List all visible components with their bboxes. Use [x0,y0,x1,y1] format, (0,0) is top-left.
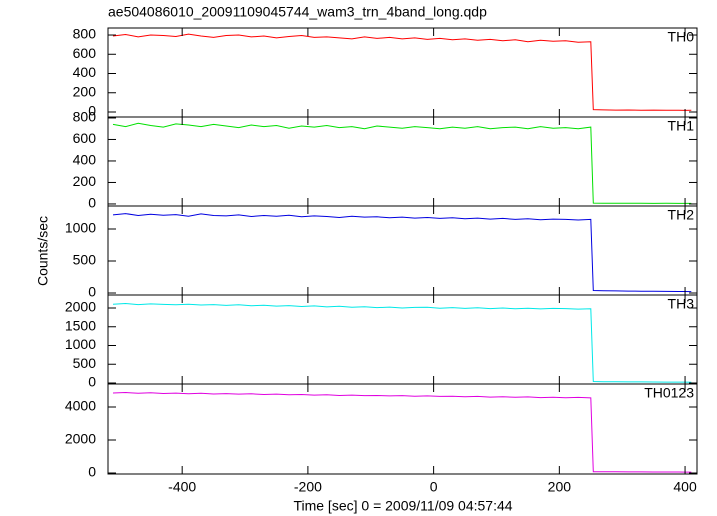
y-tick-label: 1500 [65,317,96,333]
panel-label: TH0123 [644,385,694,401]
panel-label: TH3 [668,296,695,312]
y-tick-label: 800 [73,109,97,125]
y-tick-label: 800 [73,26,97,42]
y-tick-label: 0 [88,284,96,300]
data-line [112,391,692,473]
y-tick-label: 2000 [65,299,96,315]
x-tick-label: 400 [673,479,697,495]
data-line [112,213,692,293]
x-tick-label: 0 [430,479,438,495]
y-tick-label: 4000 [65,398,96,414]
data-line [112,122,692,204]
panel-label: TH1 [668,118,695,134]
data-line [112,302,692,383]
panel-frame [107,116,698,207]
x-tick-label: 200 [548,479,572,495]
panel-frame [107,205,698,296]
x-axis-label: Time [sec] 0 = 2009/11/09 04:57:44 [293,498,512,514]
y-tick-label: 0 [88,103,96,119]
y-tick-label: 200 [73,83,97,99]
y-tick-label: 0 [88,464,96,480]
panel-label: TH0 [668,29,695,45]
panel-frame [107,383,698,475]
y-tick-label: 600 [73,130,97,146]
data-line [112,33,692,111]
x-tick-label: -400 [168,479,196,495]
chart-title: ae504086010_20091109045744_wam3_trn_4ban… [108,4,487,20]
y-tick-label: 600 [73,45,97,61]
y-tick-label: 500 [73,252,97,268]
y-tick-label: 1000 [65,220,96,236]
y-tick-label: 0 [88,195,96,211]
x-tick-label: -200 [294,479,322,495]
y-tick-label: 400 [73,64,97,80]
y-tick-label: 200 [73,173,97,189]
y-tick-label: 2000 [65,431,96,447]
y-tick-label: 500 [73,355,97,371]
y-tick-label: 0 [88,374,96,390]
panel-frame [107,27,698,118]
y-tick-label: 400 [73,152,97,168]
panel-label: TH2 [668,207,695,223]
y-axis-label: Counts/sec [35,216,51,286]
y-tick-label: 1000 [65,336,96,352]
